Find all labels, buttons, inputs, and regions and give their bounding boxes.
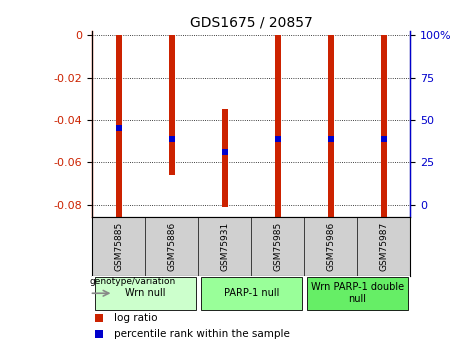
Bar — [222, 109, 228, 207]
Bar — [381, 35, 387, 217]
Text: GSM75931: GSM75931 — [220, 222, 229, 271]
Text: percentile rank within the sample: percentile rank within the sample — [114, 329, 290, 339]
Text: GSM75987: GSM75987 — [379, 222, 388, 271]
Bar — [328, 35, 334, 217]
Text: GSM75886: GSM75886 — [167, 222, 176, 271]
Bar — [169, 35, 175, 175]
Text: GSM75985: GSM75985 — [273, 222, 282, 271]
Text: GSM75885: GSM75885 — [114, 222, 123, 271]
Text: log ratio: log ratio — [114, 313, 158, 323]
Bar — [116, 35, 122, 217]
Text: genotype/variation: genotype/variation — [89, 277, 176, 286]
Title: GDS1675 / 20857: GDS1675 / 20857 — [190, 16, 313, 30]
Bar — [307, 277, 408, 310]
Text: Wrn PARP-1 double
null: Wrn PARP-1 double null — [311, 283, 404, 304]
Text: Wrn null: Wrn null — [125, 288, 165, 298]
Bar — [275, 35, 281, 217]
Text: GSM75986: GSM75986 — [326, 222, 335, 271]
Text: PARP-1 null: PARP-1 null — [224, 288, 279, 298]
Bar — [201, 277, 301, 310]
Bar — [95, 277, 195, 310]
